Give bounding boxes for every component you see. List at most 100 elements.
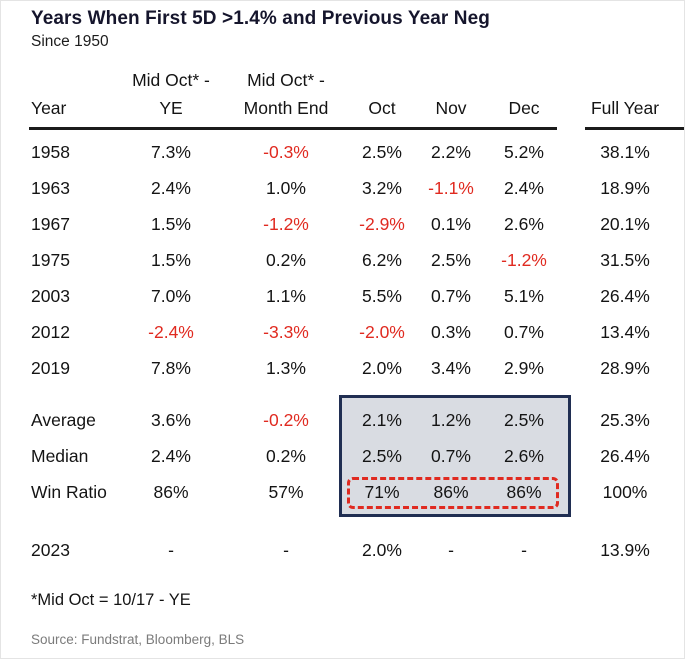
cell-value: 3.6% xyxy=(151,409,191,430)
cell-value: 1.1% xyxy=(266,285,306,306)
cell-value: 2.9% xyxy=(504,357,544,378)
cell-value: 1.3% xyxy=(266,357,306,378)
cell-value: -1.1% xyxy=(428,177,474,198)
cell-value: 2.5% xyxy=(504,409,544,430)
row-label: 2003 xyxy=(31,285,70,306)
table-body: 1958 7.3% -0.3% 2.5% 2.2% 5.2% 38.1% 196… xyxy=(29,134,684,386)
header-row-top: Mid Oct* - Mid Oct* - xyxy=(29,65,684,91)
cell-value: 13.9% xyxy=(600,539,650,560)
cell-value: 86% xyxy=(153,481,189,502)
cell-value: - xyxy=(521,539,527,560)
cell-value: 0.2% xyxy=(266,249,306,270)
cell-value: 2.0% xyxy=(362,539,402,560)
row-label: 2012 xyxy=(31,321,70,342)
table-row: 1963 2.4% 1.0% 3.2% -1.1% 2.4% 18.9% xyxy=(29,170,684,206)
cell-value: 0.7% xyxy=(504,321,544,342)
table-row-median: Median 2.4% 0.2% 2.5% 0.7% 2.6% 26.4% xyxy=(29,438,684,474)
source-text: Source: Fundstrat, Bloomberg, BLS xyxy=(31,632,245,647)
header-underline-right xyxy=(585,127,684,130)
cell-value: 25.3% xyxy=(600,409,650,430)
cell-value: 0.1% xyxy=(431,213,471,234)
cell-value: 38.1% xyxy=(600,141,650,162)
header-underline-left xyxy=(29,127,557,130)
column-header: Nov xyxy=(435,97,467,118)
table-row: 2012 -2.4% -3.3% -2.0% 0.3% 0.7% 13.4% xyxy=(29,314,684,350)
cell-value: 7.8% xyxy=(151,357,191,378)
cell-value: 0.7% xyxy=(431,285,471,306)
table-row: 2019 7.8% 1.3% 2.0% 3.4% 2.9% 28.9% xyxy=(29,350,684,386)
cell-value: 1.5% xyxy=(151,249,191,270)
cell-value: 5.1% xyxy=(504,285,544,306)
column-header: Full Year xyxy=(590,97,660,118)
row-label: 1963 xyxy=(31,177,70,198)
summary-section: Average 3.6% -0.2% 2.1% 1.2% 2.5% 25.3% … xyxy=(29,395,684,517)
cell-value: 6.2% xyxy=(362,249,402,270)
cell-value: 18.9% xyxy=(600,177,650,198)
cell-value: - xyxy=(168,539,174,560)
cell-value: 2.6% xyxy=(504,213,544,234)
table-row-win-ratio: Win Ratio 86% 57% 71% 86% 86% 100% xyxy=(29,474,684,510)
cell-value: -1.2% xyxy=(263,213,309,234)
column-header: Year xyxy=(31,97,67,118)
cell-value: 13.4% xyxy=(600,321,650,342)
cell-value: 5.5% xyxy=(362,285,402,306)
row-label: 2023 xyxy=(31,539,70,560)
column-header: Dec xyxy=(508,97,540,118)
cell-value: 28.9% xyxy=(600,357,650,378)
cell-value: -0.2% xyxy=(263,409,309,430)
cell-value: 7.0% xyxy=(151,285,191,306)
cell-value: 2.1% xyxy=(362,409,402,430)
cell-value: -0.3% xyxy=(263,141,309,162)
cell-value: 7.3% xyxy=(151,141,191,162)
row-label: Average xyxy=(31,409,96,430)
cell-value: 86% xyxy=(433,481,469,502)
summary-highlight-box xyxy=(339,395,571,517)
cell-value: 2.2% xyxy=(431,141,471,162)
table-row: 1958 7.3% -0.3% 2.5% 2.2% 5.2% 38.1% xyxy=(29,134,684,170)
cell-value: 71% xyxy=(364,481,400,502)
cell-value: - xyxy=(283,539,289,560)
cell-value: 2.4% xyxy=(504,177,544,198)
column-header-top: Mid Oct* - xyxy=(247,70,325,90)
page-title: Years When First 5D >1.4% and Previous Y… xyxy=(31,8,490,29)
cell-value: 2.4% xyxy=(151,445,191,466)
cell-value: - xyxy=(448,539,454,560)
table-row: 1975 1.5% 0.2% 6.2% 2.5% -1.2% 31.5% xyxy=(29,242,684,278)
table-row: 2003 7.0% 1.1% 5.5% 0.7% 5.1% 26.4% xyxy=(29,278,684,314)
row-label: 1967 xyxy=(31,213,70,234)
cell-value: -3.3% xyxy=(263,321,309,342)
cell-value: 20.1% xyxy=(600,213,650,234)
cell-value: 2.4% xyxy=(151,177,191,198)
cell-value: 3.4% xyxy=(431,357,471,378)
subtitle: Since 1950 xyxy=(31,33,109,50)
cell-value: -2.0% xyxy=(359,321,405,342)
row-label: 1958 xyxy=(31,141,70,162)
row-label: 2019 xyxy=(31,357,70,378)
row-label: Median xyxy=(31,445,89,466)
cell-value: 1.0% xyxy=(266,177,306,198)
cell-value: -1.2% xyxy=(501,249,547,270)
footnote: *Mid Oct = 10/17 - YE xyxy=(31,591,191,609)
column-header: Oct xyxy=(368,97,396,118)
cell-value: 1.5% xyxy=(151,213,191,234)
cell-value: 0.7% xyxy=(431,445,471,466)
row-label: 1975 xyxy=(31,249,70,270)
table-row-average: Average 3.6% -0.2% 2.1% 1.2% 2.5% 25.3% xyxy=(29,402,684,438)
cell-value: 0.2% xyxy=(266,445,306,466)
cell-value: 0.3% xyxy=(431,321,471,342)
column-header: Month End xyxy=(243,97,329,118)
cell-value: 26.4% xyxy=(600,285,650,306)
header-underline xyxy=(29,127,684,130)
cell-value: 2.0% xyxy=(362,357,402,378)
cell-value: -2.4% xyxy=(148,321,194,342)
cell-value: 5.2% xyxy=(504,141,544,162)
column-header: YE xyxy=(159,97,183,118)
column-header-top: Mid Oct* - xyxy=(132,70,210,90)
table-row-2023: 2023 - - 2.0% - - 13.9% xyxy=(29,532,684,568)
cell-value: 57% xyxy=(268,481,304,502)
table-row: 1967 1.5% -1.2% -2.9% 0.1% 2.6% 20.1% xyxy=(29,206,684,242)
cell-value: 100% xyxy=(602,481,648,502)
cell-value: 1.2% xyxy=(431,409,471,430)
row-label: Win Ratio xyxy=(31,481,107,502)
